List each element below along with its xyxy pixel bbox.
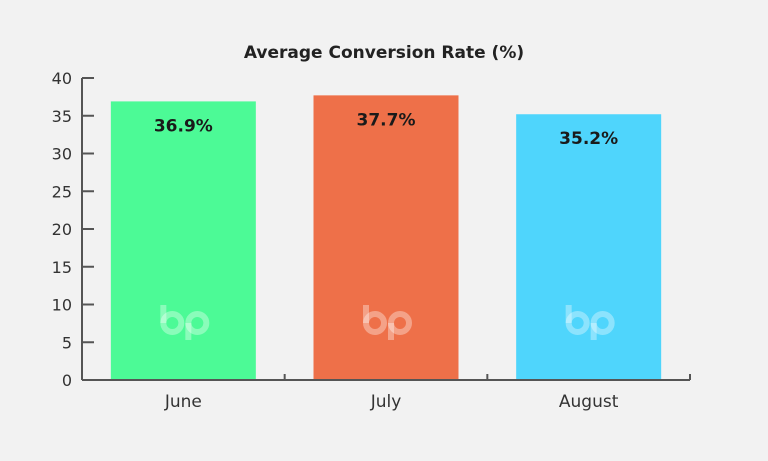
y-tick-label: 40	[52, 69, 72, 88]
bars-layer	[110, 95, 662, 381]
y-tick-label: 25	[52, 182, 72, 201]
watermark-layer	[160, 305, 615, 340]
y-tick-label: 5	[62, 333, 72, 352]
bar-june	[110, 101, 256, 380]
axes-layer: June July August 0 5 10 15 20 25 30 35 40	[52, 69, 691, 412]
bp-logo-icon	[363, 305, 412, 340]
x-tick-label: July	[370, 392, 402, 412]
bar-july	[313, 95, 459, 381]
x-tick-label: August	[559, 392, 619, 412]
data-label: 35.2%	[559, 129, 618, 149]
y-tick-label: 30	[52, 145, 72, 164]
y-tick-label: 10	[52, 296, 72, 315]
y-tick-label: 15	[52, 258, 72, 277]
y-tick-label: 20	[52, 220, 72, 239]
data-label: 36.9%	[154, 116, 213, 136]
y-tick-label: 0	[62, 371, 72, 390]
x-tick-label: June	[164, 392, 202, 412]
y-tick-label: 35	[52, 107, 72, 126]
bp-logo-icon	[565, 305, 615, 340]
data-labels-layer: 36.9% 37.7% 35.2%	[154, 110, 618, 149]
data-label: 37.7%	[357, 110, 416, 130]
bp-logo-icon	[160, 305, 210, 340]
chart-title: Average Conversion Rate (%)	[244, 43, 524, 63]
bar-august	[516, 114, 662, 381]
